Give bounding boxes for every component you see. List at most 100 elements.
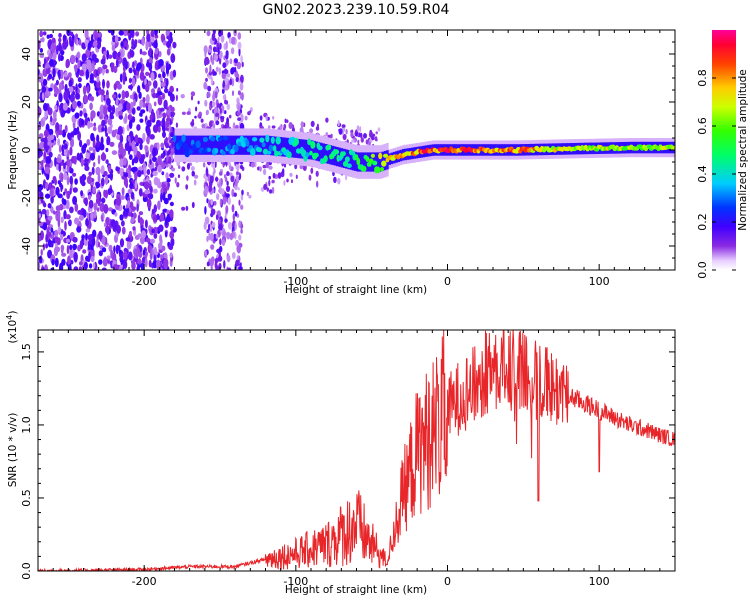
heatmap-cell [157,142,160,151]
heatmap-cell [266,187,269,192]
heatmap-cell [48,128,54,136]
heatmap-cell [221,72,226,80]
heatmap-cell [177,174,181,178]
heatmap-cell [356,157,361,166]
heatmap-cell [226,180,229,186]
heatmap-cell [223,260,226,269]
heatmap-cell [261,142,266,148]
heatmap-cell [119,168,125,173]
heatmap-cell [271,186,275,194]
heatmap-cell [357,139,360,145]
heatmap-cell [41,86,47,93]
heatmap-cell [205,77,208,82]
colorbar-label: Normalized spectral amplitude [737,69,749,230]
heatmap-cell [146,119,152,128]
heatmap-cell [168,244,174,251]
heatmap-cell [52,118,56,125]
chart-title: GN02.2023.239.10.59.R04 [262,2,450,18]
heatmap-cell [291,179,293,184]
heatmap-cell [181,206,186,211]
heatmap-cell [98,250,103,257]
heatmap-cell [171,167,176,172]
heatmap-cell [156,213,160,220]
heatmap-cell [283,123,287,130]
heatmap-cell [277,172,282,179]
heatmap-cell [80,190,84,197]
heatmap-cell [238,234,242,241]
heatmap-cell [80,118,85,126]
heatmap-cell [92,126,97,132]
heatmap-cell [228,114,232,119]
heatmap-cell [159,254,165,259]
heatmap-cell [208,135,212,155]
heatmap-cell [137,233,142,238]
heatmap-cell [112,94,117,99]
heatmap-cell [314,152,319,158]
heatmap-cell [40,230,44,241]
heatmap-cell [55,122,60,132]
heatmap-cell [151,88,155,93]
heatmap-cell [51,259,55,266]
y-tick-label: 0 [20,147,33,154]
heatmap-cell [79,139,83,148]
bottom-x-axis-label: Height of straight line (km) [285,584,427,596]
heatmap-cell [232,90,234,97]
heatmap-cell [88,263,93,269]
heatmap-cell [87,120,91,129]
heatmap-cell [244,115,248,121]
heatmap-cell [223,55,226,61]
heatmap-cell [47,226,50,231]
heatmap-cell [41,91,45,101]
heatmap-cell [174,177,177,184]
heatmap-cell [248,110,252,115]
top-x-ticks: -200 -100 0 100 [37,30,676,288]
heatmap-cell [220,116,225,120]
heatmap-cell [151,248,154,256]
heatmap-cell [165,127,169,131]
heatmap-cell [346,163,352,168]
heatmap-cell [211,101,216,108]
x-tick-label: -200 [132,575,157,588]
heatmap-cell [79,175,85,185]
heatmap-cell [45,243,49,249]
heatmap-cell [153,188,158,194]
heatmap-cell [50,42,56,53]
heatmap-cell [351,139,355,143]
heatmap-cell [87,234,93,241]
heatmap-cell [206,172,209,177]
heatmap-cell [300,121,304,128]
heatmap-cell [369,131,373,138]
heatmap-cell [70,54,76,64]
heatmap-cell [128,230,133,237]
heatmap-cell [365,152,369,172]
heatmap-cell [211,57,215,66]
heatmap-cell [118,103,123,111]
heatmap-cell [204,206,207,215]
heatmap-cell [170,148,175,152]
heatmap-cell [165,142,169,149]
heatmap-cell [203,45,208,54]
heatmap-cell [166,48,171,56]
colorbar-ticks: 0.0 0.2 0.4 0.6 0.8 [696,69,736,279]
heatmap-cell [268,165,273,170]
heatmap-cell [231,252,236,259]
heatmap-cell [77,59,81,70]
heatmap-cell [61,159,65,164]
heatmap-cell [137,258,142,265]
heatmap-cell [240,228,243,234]
x-tick-label: -100 [283,575,308,588]
heatmap-cell [161,171,165,176]
heatmap-cell [230,47,235,55]
heatmap-cell [123,176,128,187]
heatmap-cell [201,149,207,154]
heatmap-cell [171,106,175,113]
heatmap-cell [92,139,96,149]
heatmap-cell [62,198,67,206]
heatmap-cell [43,151,47,160]
heatmap-cell [53,210,56,215]
heatmap-cell [83,94,89,104]
heatmap-cell [124,142,130,152]
heatmap-cell [172,41,177,49]
colorbar-tick-label: 0.4 [696,165,709,183]
heatmap-cell [181,166,186,172]
